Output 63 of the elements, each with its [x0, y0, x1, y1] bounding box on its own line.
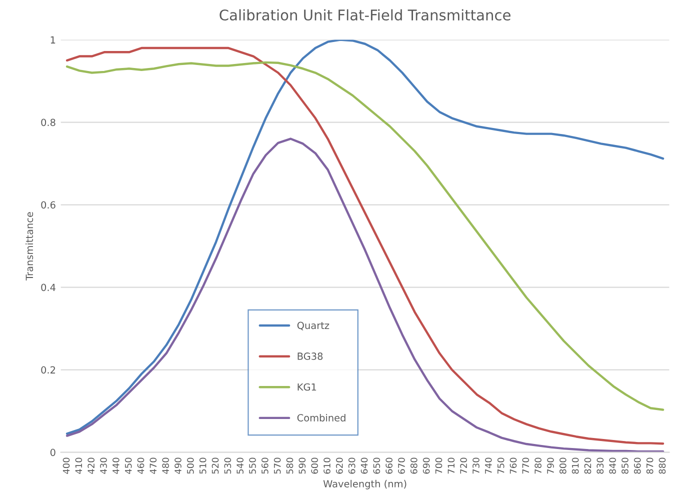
x-tick-label: 840 — [609, 458, 616, 474]
x-tick-label: 420 — [88, 458, 94, 474]
legend-label: KG1 — [298, 383, 316, 391]
x-tick-label: 700 — [435, 458, 442, 474]
x-tick-label: 790 — [547, 458, 554, 474]
x-tick-label: 640 — [360, 458, 368, 474]
x-tick-label: 490 — [174, 458, 182, 474]
x-tick-label: 860 — [634, 458, 641, 474]
x-tick-label: 590 — [298, 458, 306, 474]
chart-title: Calibration Unit Flat-Field Transmittance — [220, 9, 510, 21]
x-tick-label: 870 — [646, 458, 654, 474]
y-tick-label: 0.2 — [41, 366, 56, 374]
x-tick-label: 760 — [510, 458, 517, 474]
x-tick-label: 620 — [336, 458, 343, 474]
x-tick-label: 720 — [460, 458, 467, 474]
x-tick-label: 690 — [422, 458, 430, 474]
x-tick-label: 710 — [448, 458, 455, 474]
y-tick-label: 0.8 — [41, 118, 56, 126]
x-tick-label: 740 — [484, 458, 492, 474]
x-tick-label: 560 — [262, 458, 268, 474]
x-tick-label: 850 — [622, 458, 628, 474]
legend-label: Quartz — [297, 322, 330, 330]
x-tick-label: 880 — [658, 458, 666, 474]
x-tick-label: 670 — [398, 458, 405, 474]
x-tick-label: 540 — [236, 458, 244, 474]
x-tick-label: 800 — [559, 458, 566, 474]
x-tick-label: 600 — [311, 458, 318, 474]
x-tick-label: 470 — [150, 458, 157, 474]
x-tick-label: 580 — [286, 458, 294, 474]
x-tick-label: 610 — [324, 458, 330, 474]
y-axis-title: Transmittance — [26, 212, 34, 281]
x-tick-label: 650 — [373, 458, 380, 474]
x-axis-title: Wavelength (nm) — [323, 480, 406, 490]
x-tick-label: 480 — [162, 458, 169, 474]
x-tick-label: 400 — [62, 458, 70, 474]
x-tick-label: 440 — [112, 458, 120, 474]
y-tick-label: 1 — [50, 36, 56, 44]
x-tick-label: 730 — [472, 458, 480, 474]
x-tick-label: 500 — [187, 458, 194, 474]
y-tick-label: 0.4 — [41, 284, 56, 292]
x-tick-label: 660 — [386, 458, 392, 474]
x-tick-label: 450 — [124, 458, 132, 474]
legend-label: Combined — [297, 414, 346, 422]
x-tick-label: 630 — [348, 458, 356, 474]
x-tick-label: 530 — [224, 458, 232, 474]
x-tick-label: 810 — [572, 458, 579, 474]
y-tick-label: 0 — [50, 448, 56, 456]
x-tick-label: 830 — [596, 458, 604, 474]
x-tick-label: 410 — [75, 458, 82, 474]
x-tick-label: 680 — [410, 458, 418, 474]
legend-label: BG38 — [298, 352, 323, 360]
x-tick-label: 820 — [584, 458, 592, 474]
x-tick-label: 520 — [212, 458, 219, 474]
x-tick-label: 550 — [249, 458, 256, 474]
x-tick-label: 570 — [274, 458, 281, 474]
x-tick-label: 750 — [497, 458, 504, 474]
x-tick-label: 770 — [522, 458, 530, 474]
x-tick-label: 510 — [199, 458, 206, 474]
y-tick-label: 0.6 — [41, 201, 56, 209]
x-tick-label: 780 — [534, 458, 542, 474]
x-tick-label: 430 — [100, 458, 107, 474]
x-tick-label: 460 — [137, 458, 144, 474]
line-series — [66, 138, 664, 452]
